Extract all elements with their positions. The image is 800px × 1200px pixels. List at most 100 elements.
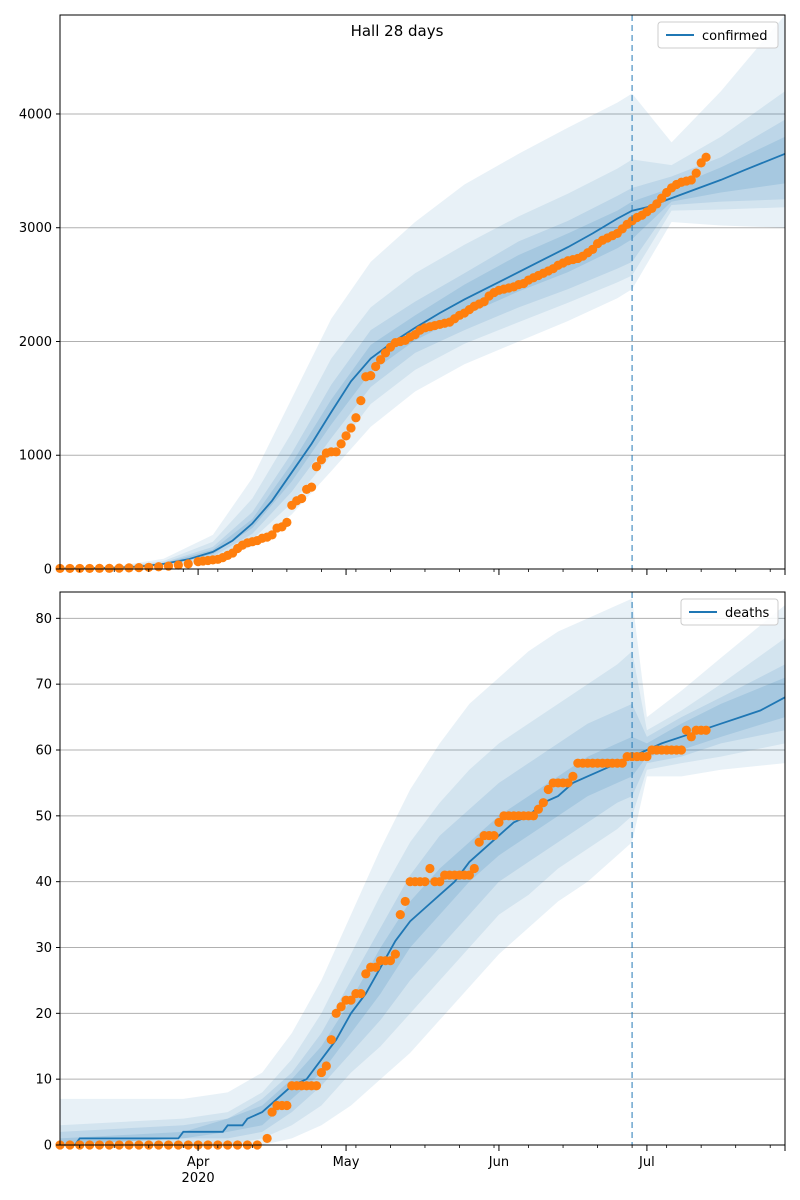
observed-point [282,517,292,527]
observed-point [163,561,174,571]
observed-point [84,563,95,574]
observed-point [390,949,400,959]
plot-layer: 0 1000 2000 3000 4000 confirmed [19,14,786,578]
observed-point [351,413,361,423]
observed-point [538,798,548,808]
y-tick-label: 60 [35,744,52,759]
observed-point [346,995,356,1005]
observed-point [676,745,687,755]
y-tick-label: 0 [44,1139,52,1154]
observed-point [435,877,445,887]
x-tick-label: May [333,1155,360,1170]
x-tick-label: Jul [638,1155,655,1170]
observed-point [371,361,381,372]
confirmed-panel: 0 1000 2000 3000 4000 confirmed Hall 28 days [19,14,786,578]
observed-point [469,863,479,874]
y-tick-label: 80 [35,612,52,627]
x-tick-label: Jun [488,1155,509,1170]
observed-point [346,423,356,433]
observed-point [321,1061,331,1071]
observed-point [701,725,711,735]
observed-point [533,804,544,814]
observed-point [528,811,539,821]
model-line [59,152,786,570]
legend-box [680,598,779,626]
observed-point [144,562,154,572]
observed-point [326,1035,336,1045]
uncertainty-band [60,119,785,569]
y-tick-label: 0 [44,563,52,578]
observed-point [316,1067,326,1078]
uncertainty-band [60,15,785,569]
observed-point [568,771,578,781]
observed-point [543,784,553,795]
y-tick-label: 3000 [19,221,52,236]
observed-point [134,563,144,573]
uncertainty-band [60,664,785,1145]
observed-point [686,175,696,185]
observed-point [366,371,376,381]
observed-point [336,1002,346,1012]
observed-point [114,563,124,573]
observed-point [464,870,474,880]
observed-point [75,563,85,574]
observed-point [489,830,499,841]
observed-point [316,455,326,465]
observed-point [474,837,484,847]
y-tick-label: 1000 [19,449,52,464]
observed-point [94,563,105,573]
y-tick-label: 10 [35,1073,52,1088]
observed-point [686,732,696,742]
x-tick-sublabel: 2020 [182,1171,215,1186]
axes-frame [59,14,786,570]
y-tick-label: 4000 [19,107,52,122]
observed-point [297,493,307,504]
y-tick-label: 20 [35,1007,52,1022]
observed-point [341,431,351,441]
observed-point [331,1008,341,1018]
observed-point [371,962,381,972]
observed-point [124,563,134,573]
model-line [60,696,786,1146]
x-tick-label: Apr [187,1155,210,1170]
observed-point [356,396,366,406]
observed-point [385,956,396,966]
observed-point [356,988,366,999]
uncertainty-band [60,598,785,1145]
observed-point [104,563,114,573]
y-tick-label: 50 [35,809,52,824]
observed-point [267,530,277,540]
y-tick-label: 70 [35,678,52,693]
observed-point [701,152,711,162]
observed-point [183,559,193,569]
observed-point [494,817,504,828]
observed-point [65,563,75,574]
observed-point [173,560,183,570]
y-tick-label: 2000 [19,335,52,350]
uncertainty-band [60,136,785,569]
observed-point [375,355,386,365]
observed-point [154,562,164,572]
observed-point [681,725,691,735]
legend-label: confirmed [702,29,768,44]
y-tick-label: 40 [35,875,52,890]
observed-point [306,482,317,492]
observed-point [282,1100,292,1111]
legend-box [657,21,779,49]
observed-point [311,1081,322,1091]
observed-point [311,462,322,472]
observed-point [425,863,435,874]
legend-label: deaths [725,606,770,621]
observed-point [331,447,341,457]
axes-frame [59,591,786,1146]
observed-point [563,778,573,788]
observed-point [262,1133,272,1144]
observed-point [642,751,652,762]
chart-title: Hall 28 days [351,22,444,40]
observed-point [267,1107,277,1117]
observed-point [420,877,430,887]
observed-point [400,896,410,907]
